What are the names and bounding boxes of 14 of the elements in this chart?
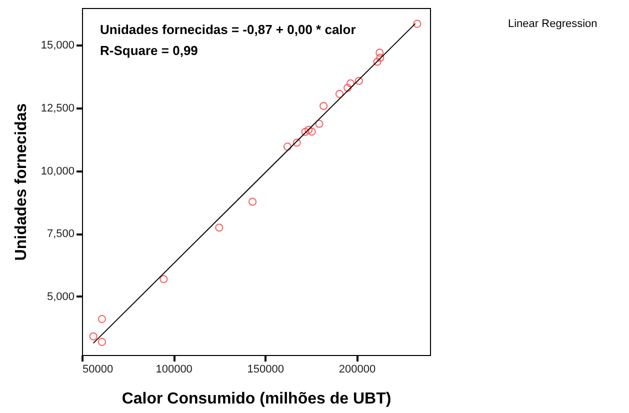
y-tick-label: 12,500 bbox=[40, 102, 74, 115]
y-tick-label: 7,500 bbox=[46, 228, 74, 240]
y-tick-label: 15,000 bbox=[40, 40, 74, 52]
y-tick-label: 5,000 bbox=[46, 290, 74, 303]
text: Linear Regression bbox=[508, 18, 598, 30]
x-axis-title: Calor Consumido (milhões de UBT) bbox=[122, 390, 392, 408]
x-tick-label: 200000 bbox=[338, 364, 376, 376]
x-tick-label: 50000 bbox=[82, 364, 114, 376]
x-tick-label: 150000 bbox=[247, 364, 284, 376]
y-tick-label: 10,000 bbox=[40, 165, 74, 178]
y-axis-title: Unidades fornecidas bbox=[12, 103, 30, 261]
annotation: Unidades fornecidas = -0,87 + 0,00 * calor bbox=[100, 22, 356, 37]
annotation: R-Square = 0,99 bbox=[100, 43, 198, 58]
x-tick-label: 100000 bbox=[156, 364, 192, 376]
